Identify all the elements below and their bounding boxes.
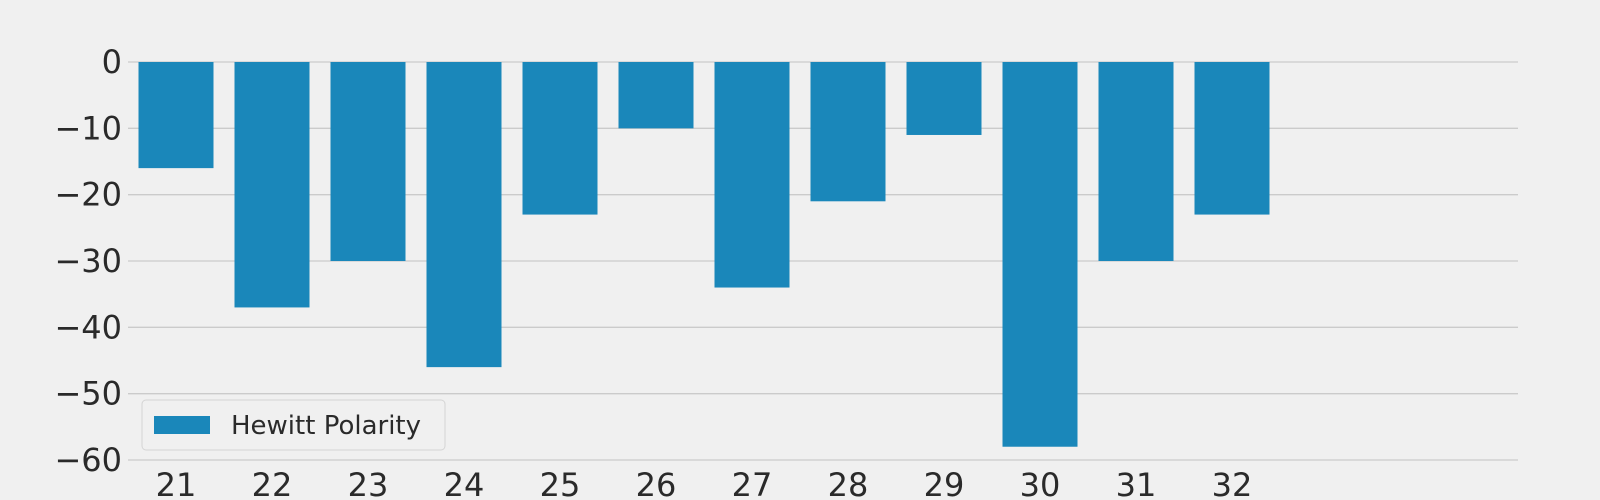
x-tick-label: 30 [1020,466,1061,500]
legend-swatch [154,416,210,434]
bar-21 [138,62,214,169]
y-tick-label: −60 [54,441,122,479]
y-tick-label: 0 [102,43,122,81]
bar-26 [618,62,694,129]
x-tick-label: 24 [444,466,485,500]
bar-22 [234,62,310,308]
x-tick-label: 23 [348,466,389,500]
y-tick-label: −50 [54,375,122,413]
bar-24 [426,62,502,368]
x-tick-label: 21 [156,466,197,500]
bar-30 [1002,62,1078,447]
x-tick-label: 29 [924,466,965,500]
bar-31 [1098,62,1174,261]
bar-25 [522,62,598,215]
x-tick-label: 25 [540,466,581,500]
y-tick-label: −30 [54,242,122,280]
x-axis-ticks: 21 22 23 24 25 26 27 28 29 30 31 32 [156,466,1253,500]
bar-32 [1194,62,1270,215]
y-tick-label: −20 [54,176,122,214]
bar-27 [714,62,790,288]
x-tick-label: 27 [732,466,773,500]
y-tick-label: −10 [54,109,122,147]
x-tick-label: 26 [636,466,677,500]
bar-23 [330,62,406,261]
bar-29 [906,62,982,135]
x-tick-label: 32 [1212,466,1253,500]
x-tick-label: 31 [1116,466,1157,500]
y-tick-label: −40 [54,308,122,346]
bars [138,62,1270,447]
y-axis-ticks: 0 −10 −20 −30 −40 −50 −60 [54,43,122,479]
x-tick-label: 22 [252,466,293,500]
legend: Hewitt Polarity [141,399,446,451]
legend-box [141,399,446,451]
x-tick-label: 28 [828,466,869,500]
bar-28 [810,62,886,202]
legend-label: Hewitt Polarity [231,411,421,441]
